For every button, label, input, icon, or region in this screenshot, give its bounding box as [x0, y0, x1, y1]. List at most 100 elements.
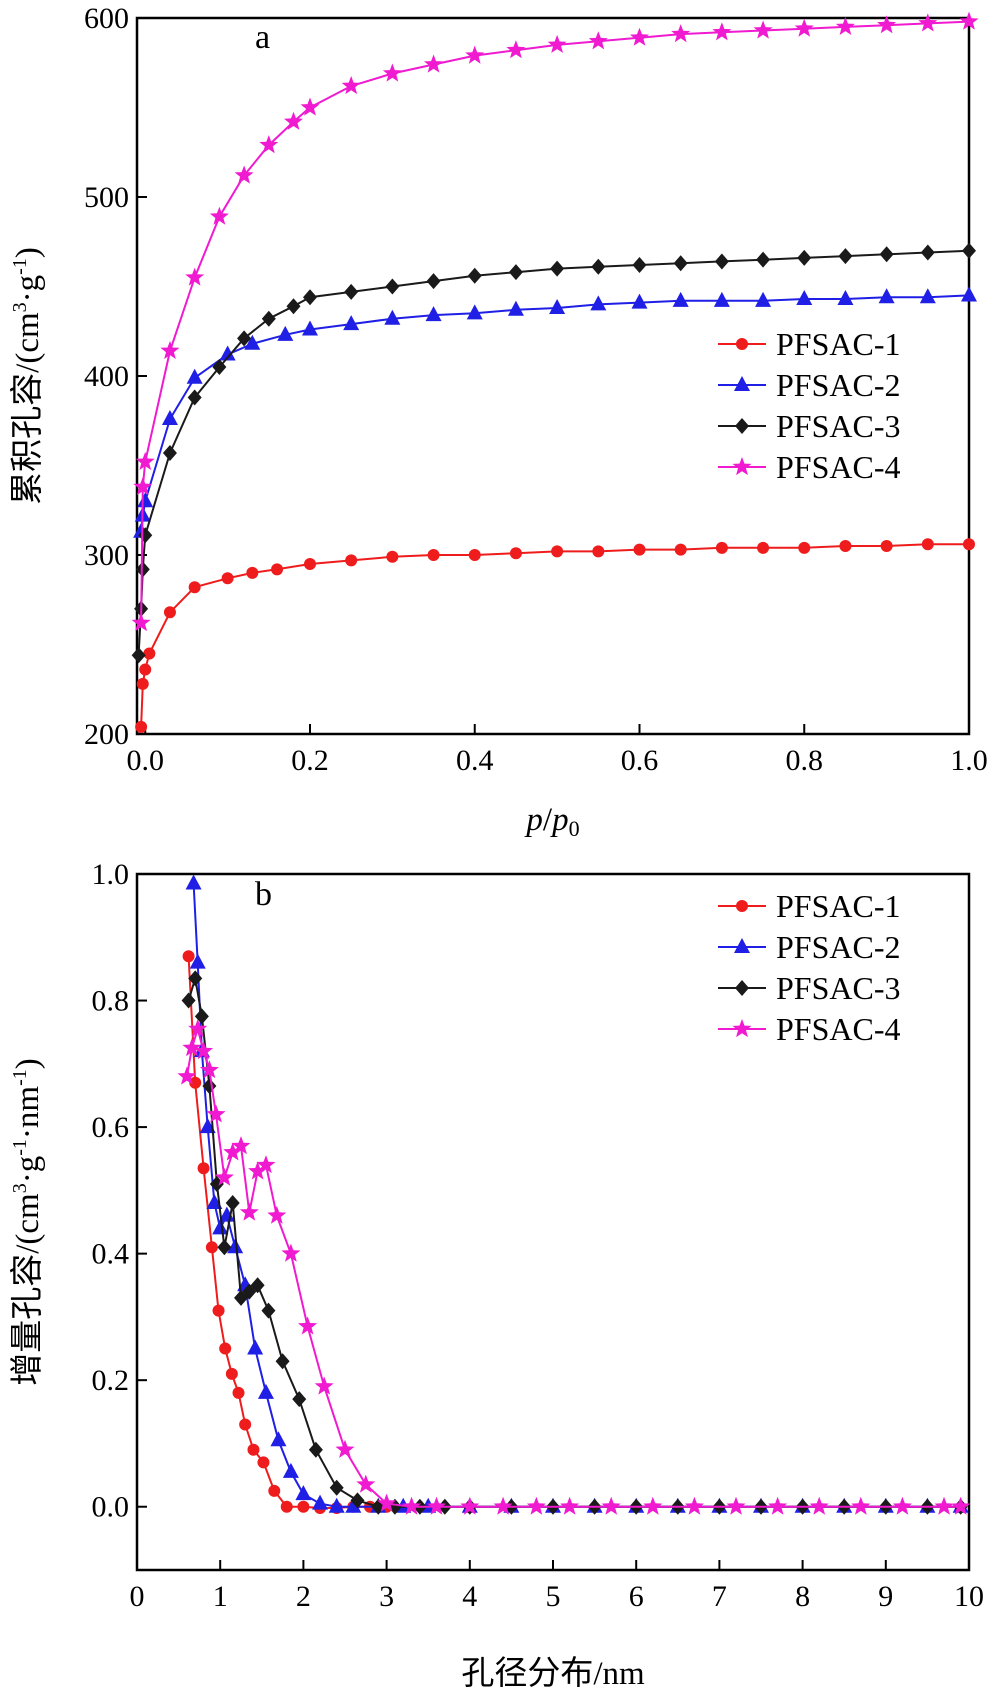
- data-point: [630, 27, 649, 46]
- data-point: [673, 255, 688, 272]
- legend-label: PFSAC-4: [776, 1011, 901, 1047]
- data-point: [797, 249, 812, 266]
- data-point: [356, 1474, 376, 1493]
- data-point: [601, 1496, 621, 1515]
- data-point: [267, 1205, 287, 1224]
- data-point: [135, 720, 148, 733]
- legend-item-pfsac-3: PFSAC-3: [718, 970, 901, 1006]
- panel-b-series: [177, 874, 971, 1515]
- panel-a-y-axis-title: 累积孔容/(cm3·g-1): [9, 247, 46, 505]
- data-point: [465, 45, 485, 64]
- data-point: [427, 1496, 446, 1515]
- legend-label: PFSAC-1: [776, 326, 901, 362]
- data-point: [194, 1008, 209, 1025]
- data-point: [549, 298, 566, 314]
- data-point: [257, 1383, 274, 1399]
- data-point: [335, 1439, 355, 1458]
- data-point: [247, 1443, 260, 1456]
- legend-label: PFSAC-2: [776, 367, 901, 403]
- legend-label: PFSAC-4: [776, 449, 901, 485]
- data-point: [160, 340, 180, 359]
- panel-b-legend: PFSAC-1 PFSAC-2 PFSAC-3 PFSAC-4: [718, 888, 901, 1047]
- data-point: [182, 1038, 202, 1057]
- data-point: [143, 647, 156, 660]
- x-tick-label: 3: [379, 1580, 394, 1613]
- legend-marker: [732, 457, 752, 476]
- panel-a-legend: PFSAC-1 PFSAC-2 PFSAC-3 PFSAC-4: [718, 326, 901, 485]
- data-point: [756, 251, 771, 268]
- x-tick-label: 1.0: [950, 744, 988, 777]
- panel-b-label: b: [255, 876, 272, 913]
- data-point: [189, 1076, 202, 1089]
- data-point: [188, 970, 203, 987]
- x-tick-label: 4: [462, 1580, 477, 1613]
- data-point: [590, 295, 607, 311]
- panel-b-x-axis-title: 孔径分布/nm: [461, 1655, 645, 1692]
- panel-b-y-ticks: 0.0 0.2 0.4 0.6 0.8 1.0: [92, 858, 147, 1524]
- data-point: [212, 1219, 229, 1235]
- data-point: [187, 389, 202, 406]
- data-point: [217, 1239, 232, 1256]
- data-point: [560, 1496, 580, 1515]
- data-point: [188, 581, 201, 594]
- y-tick-label: 0.0: [92, 1491, 130, 1524]
- data-point: [526, 1496, 546, 1515]
- data-point: [963, 538, 975, 551]
- series-pfsac-2: [133, 286, 977, 538]
- data-point: [206, 1194, 223, 1210]
- data-point: [768, 1496, 788, 1515]
- data-point: [250, 1277, 265, 1294]
- data-point: [714, 253, 729, 270]
- data-point: [920, 244, 935, 261]
- data-point: [468, 549, 481, 561]
- data-point: [835, 16, 855, 35]
- data-point: [384, 309, 401, 325]
- data-point: [221, 572, 234, 585]
- data-point: [951, 1496, 971, 1515]
- data-point: [270, 1431, 287, 1447]
- data-point: [186, 368, 203, 384]
- data-point: [809, 1496, 829, 1515]
- data-point: [162, 444, 177, 461]
- data-point: [301, 320, 318, 336]
- data-point: [271, 563, 284, 576]
- data-point: [209, 206, 229, 225]
- data-point: [246, 566, 259, 579]
- data-point: [880, 540, 893, 553]
- data-point: [182, 950, 195, 963]
- legend-label: PFSAC-3: [776, 970, 901, 1006]
- data-point: [345, 1497, 362, 1513]
- series-pfsac-3: [181, 970, 968, 1515]
- panel-a-x-axis-title: p/p0: [524, 802, 579, 841]
- data-point: [194, 1041, 214, 1060]
- data-point: [592, 545, 605, 558]
- x-tick-label: 5: [546, 1580, 561, 1613]
- data-point: [425, 306, 442, 322]
- data-point: [261, 310, 276, 327]
- data-point: [796, 290, 813, 306]
- data-point: [225, 1367, 238, 1380]
- x-tick-label: 7: [712, 1580, 727, 1613]
- y-tick-label: 1.0: [92, 858, 130, 891]
- panel-a-label: a: [255, 19, 270, 56]
- data-point: [851, 1496, 871, 1515]
- data-point: [131, 613, 151, 632]
- data-point: [377, 1493, 397, 1512]
- data-point: [550, 260, 565, 277]
- data-point: [959, 11, 979, 30]
- data-point: [284, 111, 303, 130]
- data-point: [591, 258, 606, 275]
- data-point: [919, 288, 936, 304]
- data-point: [223, 1142, 243, 1161]
- panel-b-y-axis-title: 增量孔容/(cm3·g-1·nm-1): [9, 1058, 46, 1386]
- series-pfsac-3: [131, 242, 976, 664]
- data-point: [643, 1496, 663, 1515]
- data-point: [343, 315, 360, 331]
- data-point: [205, 1241, 218, 1254]
- data-point: [227, 1238, 244, 1254]
- data-point: [460, 1496, 480, 1515]
- data-point: [239, 1418, 252, 1431]
- data-point: [214, 1167, 234, 1186]
- data-point: [261, 1302, 276, 1319]
